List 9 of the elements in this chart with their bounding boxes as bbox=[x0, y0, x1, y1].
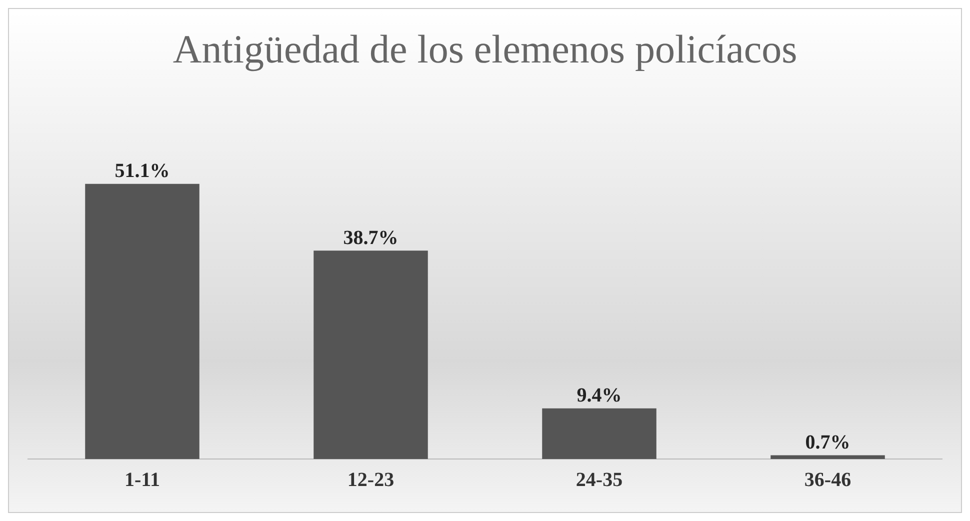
x-tick-label: 12-23 bbox=[347, 469, 394, 492]
data-label: 51.1% bbox=[114, 160, 170, 182]
data-label: 38.7% bbox=[343, 226, 398, 249]
x-tick-label: 1-11 bbox=[124, 469, 160, 492]
x-tick-label: 24-35 bbox=[576, 469, 623, 492]
data-label: 9.4% bbox=[576, 384, 622, 407]
chart-title: Antigüedad de los elemenos policíacos bbox=[172, 26, 798, 72]
data-label: 0.7% bbox=[805, 431, 850, 454]
x-tick-label: 36-46 bbox=[804, 469, 852, 492]
